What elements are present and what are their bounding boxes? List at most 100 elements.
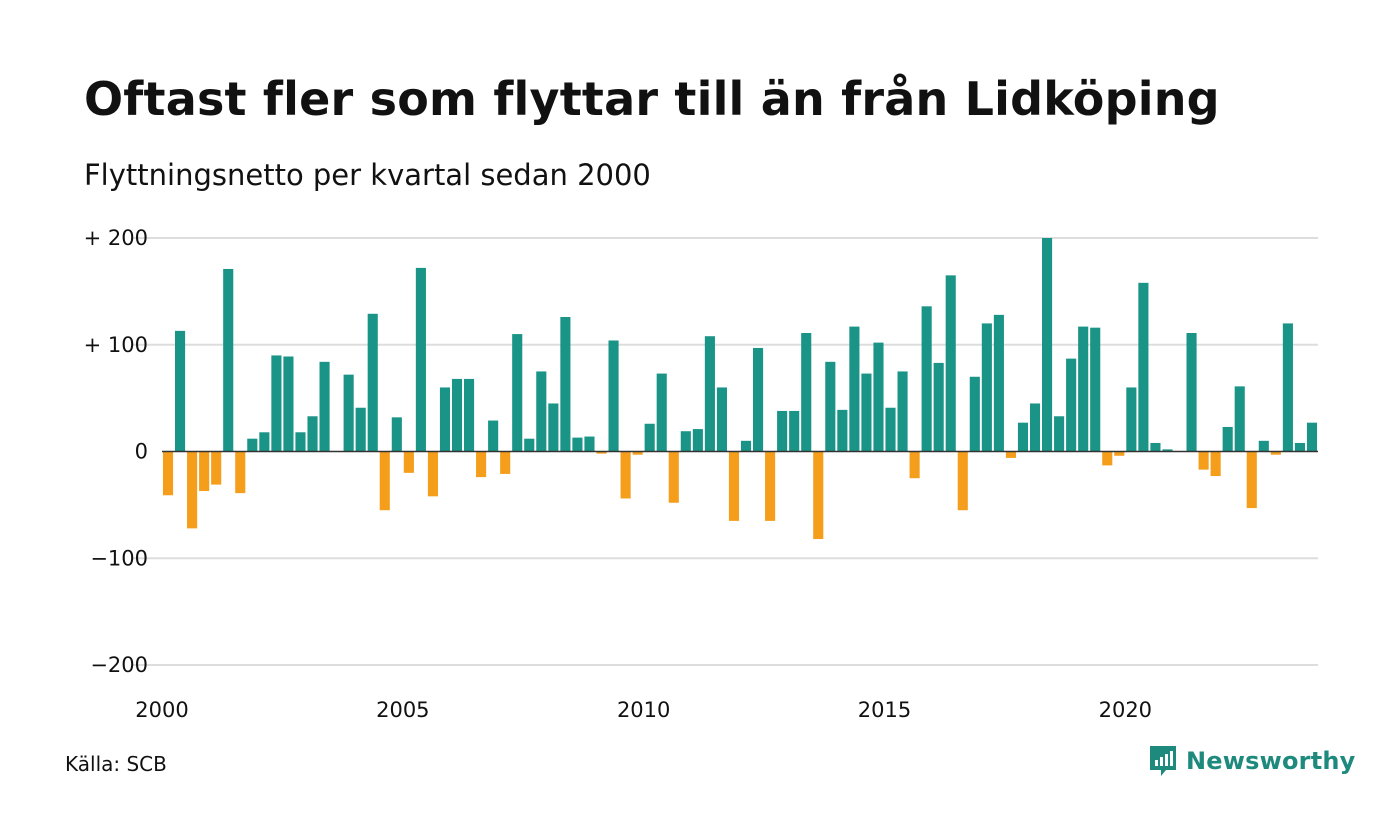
bar xyxy=(1306,422,1318,452)
bar xyxy=(789,410,800,452)
y-axis-labels: + 200 + 100 0 −100 −200 xyxy=(84,226,148,677)
newsworthy-logo[interactable]: Newsworthy xyxy=(1148,744,1356,778)
bar xyxy=(355,407,366,452)
bar xyxy=(1102,451,1113,466)
bar xyxy=(1210,451,1221,477)
bar xyxy=(560,317,571,452)
bar xyxy=(427,451,438,497)
bar xyxy=(524,438,535,452)
bar xyxy=(319,361,330,452)
bar xyxy=(175,330,186,452)
bar xyxy=(728,451,740,521)
bar xyxy=(993,314,1004,452)
bar xyxy=(343,374,354,452)
bar xyxy=(187,451,198,529)
bar xyxy=(259,432,270,452)
bar xyxy=(945,275,956,452)
bar xyxy=(1282,323,1293,452)
bar xyxy=(295,432,306,452)
bar xyxy=(247,438,258,452)
y-tick-label: + 200 xyxy=(84,226,148,250)
bar xyxy=(451,378,463,452)
chart-title: Oftast fler som flyttar till än från Lid… xyxy=(84,72,1220,126)
y-tick-label: −200 xyxy=(90,653,148,677)
bar xyxy=(211,451,222,485)
bar xyxy=(1186,333,1197,452)
bar xyxy=(415,267,426,452)
bar xyxy=(1066,358,1077,452)
bar xyxy=(909,451,920,479)
bar xyxy=(307,416,318,452)
bar xyxy=(632,451,643,455)
bar xyxy=(1029,403,1041,452)
bar xyxy=(283,356,294,452)
bar xyxy=(897,371,908,452)
bar xyxy=(921,306,932,452)
x-tick-label: 2005 xyxy=(376,698,429,722)
bar xyxy=(367,313,378,452)
bars xyxy=(162,238,1318,540)
bar xyxy=(1222,426,1233,452)
bar xyxy=(596,451,607,454)
bar xyxy=(861,373,872,452)
bar xyxy=(1078,326,1089,452)
bar xyxy=(813,451,824,540)
bar xyxy=(933,362,944,452)
bar xyxy=(1270,451,1281,455)
bar xyxy=(1042,238,1053,452)
x-axis-labels: 2000 2005 2010 2015 2020 xyxy=(135,698,1152,722)
bar xyxy=(716,387,727,452)
chart-subtitle: Flyttningsnetto per kvartal sedan 2000 xyxy=(84,158,651,192)
bar xyxy=(584,436,595,452)
bar xyxy=(536,371,547,452)
y-tick-label: 0 xyxy=(135,440,148,464)
grid-lines xyxy=(132,237,1318,666)
bar xyxy=(825,361,836,452)
bar xyxy=(1090,327,1101,452)
bar xyxy=(403,451,414,473)
bar xyxy=(1246,451,1257,509)
bar xyxy=(849,326,860,452)
bar xyxy=(488,420,499,452)
bar xyxy=(223,268,234,452)
newsworthy-logo-icon xyxy=(1150,746,1176,776)
bar xyxy=(668,451,679,503)
bar xyxy=(704,336,715,452)
bar xyxy=(1198,451,1209,470)
bar xyxy=(1005,451,1016,458)
y-tick-label: −100 xyxy=(90,546,148,570)
bar xyxy=(1017,422,1029,452)
bar xyxy=(608,340,619,452)
bar xyxy=(837,409,848,452)
bar xyxy=(476,451,487,478)
bar xyxy=(1234,386,1245,452)
bar xyxy=(680,431,691,452)
brand-name: Newsworthy xyxy=(1186,747,1356,775)
bar xyxy=(572,437,583,452)
x-tick-label: 2000 xyxy=(135,698,188,722)
bar xyxy=(620,451,631,499)
bar xyxy=(271,355,282,452)
bar xyxy=(379,451,390,511)
bar xyxy=(765,451,776,521)
bar xyxy=(777,410,788,452)
bar xyxy=(1294,442,1305,452)
source-label: Källa: SCB xyxy=(65,752,167,776)
bar xyxy=(1138,282,1149,452)
bar xyxy=(512,334,523,452)
bar xyxy=(885,407,896,452)
bar xyxy=(464,378,475,452)
bar xyxy=(981,323,992,452)
bar xyxy=(1126,387,1137,452)
bar xyxy=(753,347,764,452)
y-tick-label: + 100 xyxy=(84,333,148,357)
bar xyxy=(548,403,559,452)
bar xyxy=(235,451,246,494)
bar xyxy=(1162,449,1173,452)
bar xyxy=(1054,416,1065,452)
bar xyxy=(740,440,752,452)
x-tick-label: 2015 xyxy=(858,698,911,722)
bar xyxy=(873,342,884,452)
x-tick-label: 2020 xyxy=(1099,698,1152,722)
